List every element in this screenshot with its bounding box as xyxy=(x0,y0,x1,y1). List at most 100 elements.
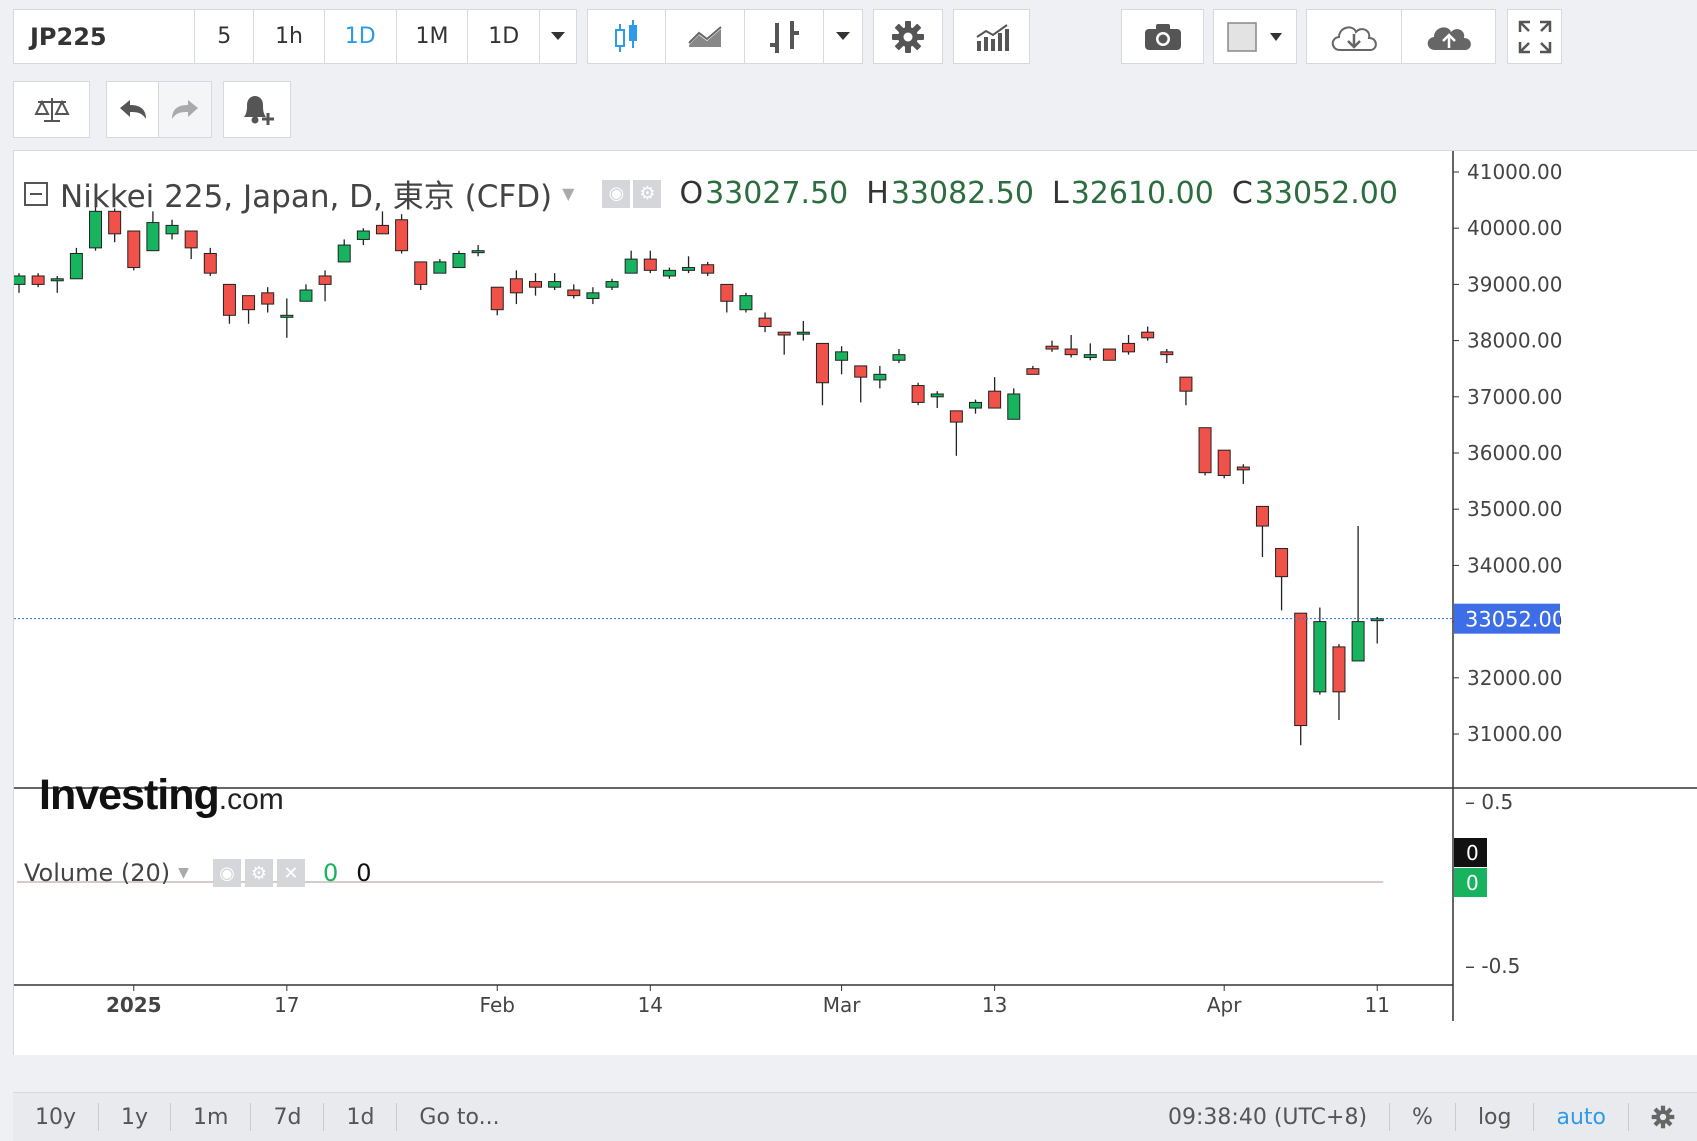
candle-body xyxy=(184,230,198,249)
candle xyxy=(1026,365,1040,375)
candle xyxy=(280,298,294,338)
date-tick-label: 17 xyxy=(274,993,299,1017)
download-cloud-icon xyxy=(1331,25,1377,51)
chart-title: Nikkei 225, Japan, D, 東京 (CFD) xyxy=(60,179,553,215)
compare-button[interactable] xyxy=(14,82,89,137)
candle xyxy=(1217,449,1231,479)
caret-down-icon[interactable]: ▼ xyxy=(178,865,189,881)
candle-body xyxy=(529,281,543,288)
candle-body xyxy=(318,275,332,285)
interval-1d[interactable]: 1D xyxy=(324,10,397,63)
close-label: C xyxy=(1231,176,1253,211)
candle xyxy=(720,283,734,313)
indicators-toolbar xyxy=(953,9,1030,64)
alert-toolbar xyxy=(223,81,291,138)
add-alert-button[interactable] xyxy=(224,82,290,137)
chart-type-dropdown-button[interactable] xyxy=(824,10,862,63)
low-label: L xyxy=(1051,176,1069,211)
candle-body xyxy=(395,219,409,252)
range-1m[interactable]: 1m xyxy=(171,1103,252,1131)
volume-axis-label: – -0.5 xyxy=(1465,954,1520,978)
redo-button[interactable] xyxy=(159,82,211,137)
logo-domain: .com xyxy=(218,783,284,816)
candle-body xyxy=(739,295,753,311)
snapshot-button[interactable] xyxy=(1122,10,1203,63)
undo-button[interactable] xyxy=(107,82,159,137)
chart-canvas[interactable]: 41000.00 40000.00 39000.00 38000.00 37000.00… xyxy=(14,151,1697,1056)
price-tick-label: 31000.00 xyxy=(1467,722,1562,746)
candle xyxy=(261,287,275,313)
interval-1h[interactable]: 1h xyxy=(254,10,325,63)
candle xyxy=(509,270,523,305)
auto-toggle[interactable]: auto xyxy=(1534,1103,1629,1131)
candle xyxy=(299,284,313,302)
collapse-legend-button[interactable] xyxy=(24,181,48,206)
candle-body xyxy=(31,275,45,285)
candle-body xyxy=(375,224,389,235)
fullscreen-button[interactable] xyxy=(1508,10,1561,63)
chart-area[interactable]: 41000.00 40000.00 39000.00 38000.00 37000.00… xyxy=(13,150,1697,1055)
candle-body xyxy=(758,317,772,328)
candle xyxy=(318,270,332,302)
bars-type-button[interactable] xyxy=(744,10,825,63)
candle-body xyxy=(1141,331,1155,339)
candle xyxy=(701,261,715,276)
range-10y[interactable]: 10y xyxy=(13,1103,100,1131)
scale-settings-button[interactable] xyxy=(1629,1103,1697,1131)
candle xyxy=(414,261,428,291)
load-from-cloud-button[interactable] xyxy=(1307,10,1402,63)
candle xyxy=(892,349,906,364)
candle-body xyxy=(930,393,944,398)
save-to-cloud-button[interactable] xyxy=(1402,10,1495,63)
eye-icon[interactable]: ◉ xyxy=(602,179,631,208)
symbol-selector[interactable]: JP225 xyxy=(14,10,196,63)
candles-button[interactable] xyxy=(588,10,667,63)
log-toggle[interactable]: log xyxy=(1456,1103,1535,1131)
candle-body xyxy=(222,283,236,316)
candle xyxy=(1294,612,1308,746)
candle-body xyxy=(1064,348,1078,356)
eye-icon[interactable]: ◉ xyxy=(212,859,241,887)
range-1d[interactable]: 1d xyxy=(324,1103,398,1131)
candle-body xyxy=(1179,376,1193,392)
volume-value-1: 0 xyxy=(322,859,339,887)
candle xyxy=(1160,349,1174,364)
date-tick-label: Mar xyxy=(823,993,862,1017)
candle-body xyxy=(1007,393,1021,420)
price-tick-label: 38000.00 xyxy=(1467,329,1562,353)
range-1y[interactable]: 1y xyxy=(99,1103,172,1131)
caret-down-icon[interactable]: ▼ xyxy=(562,184,575,203)
price-tick-label: 36000.00 xyxy=(1467,441,1562,465)
candle xyxy=(452,250,466,269)
candle xyxy=(1122,334,1136,355)
candle-body xyxy=(1313,621,1327,693)
candle-body xyxy=(796,331,810,335)
gear-icon[interactable]: ⚙ xyxy=(244,859,273,887)
chart-type-toolbar xyxy=(587,9,863,64)
percent-toggle[interactable]: % xyxy=(1390,1103,1456,1131)
background-color-button[interactable] xyxy=(1214,10,1296,63)
candle-body xyxy=(299,289,313,302)
candle-body xyxy=(1083,354,1097,358)
candle-body xyxy=(490,286,504,311)
settings-button[interactable] xyxy=(874,10,942,63)
indicators-button[interactable] xyxy=(954,10,1029,63)
interval-1m[interactable]: 1M xyxy=(396,10,469,63)
volume-tag-green xyxy=(1454,868,1487,897)
interval-dropdown-button[interactable] xyxy=(540,10,576,63)
interval-5m[interactable]: 5 xyxy=(195,10,255,63)
interval-1d-alt[interactable]: 1D xyxy=(468,10,541,63)
candle xyxy=(777,331,791,355)
candle xyxy=(682,256,696,274)
candle-body xyxy=(720,283,734,302)
gear-icon[interactable]: ⚙ xyxy=(633,179,662,208)
goto-button[interactable]: Go to... xyxy=(419,1104,500,1130)
price-tick-label: 37000.00 xyxy=(1467,385,1562,409)
candle xyxy=(739,292,753,313)
close-icon[interactable]: ✕ xyxy=(276,859,305,887)
candle-body xyxy=(1370,618,1384,622)
range-7d[interactable]: 7d xyxy=(251,1103,325,1131)
compare-toolbar xyxy=(13,81,90,138)
candle xyxy=(758,312,772,333)
line-chart-button[interactable] xyxy=(666,10,745,63)
